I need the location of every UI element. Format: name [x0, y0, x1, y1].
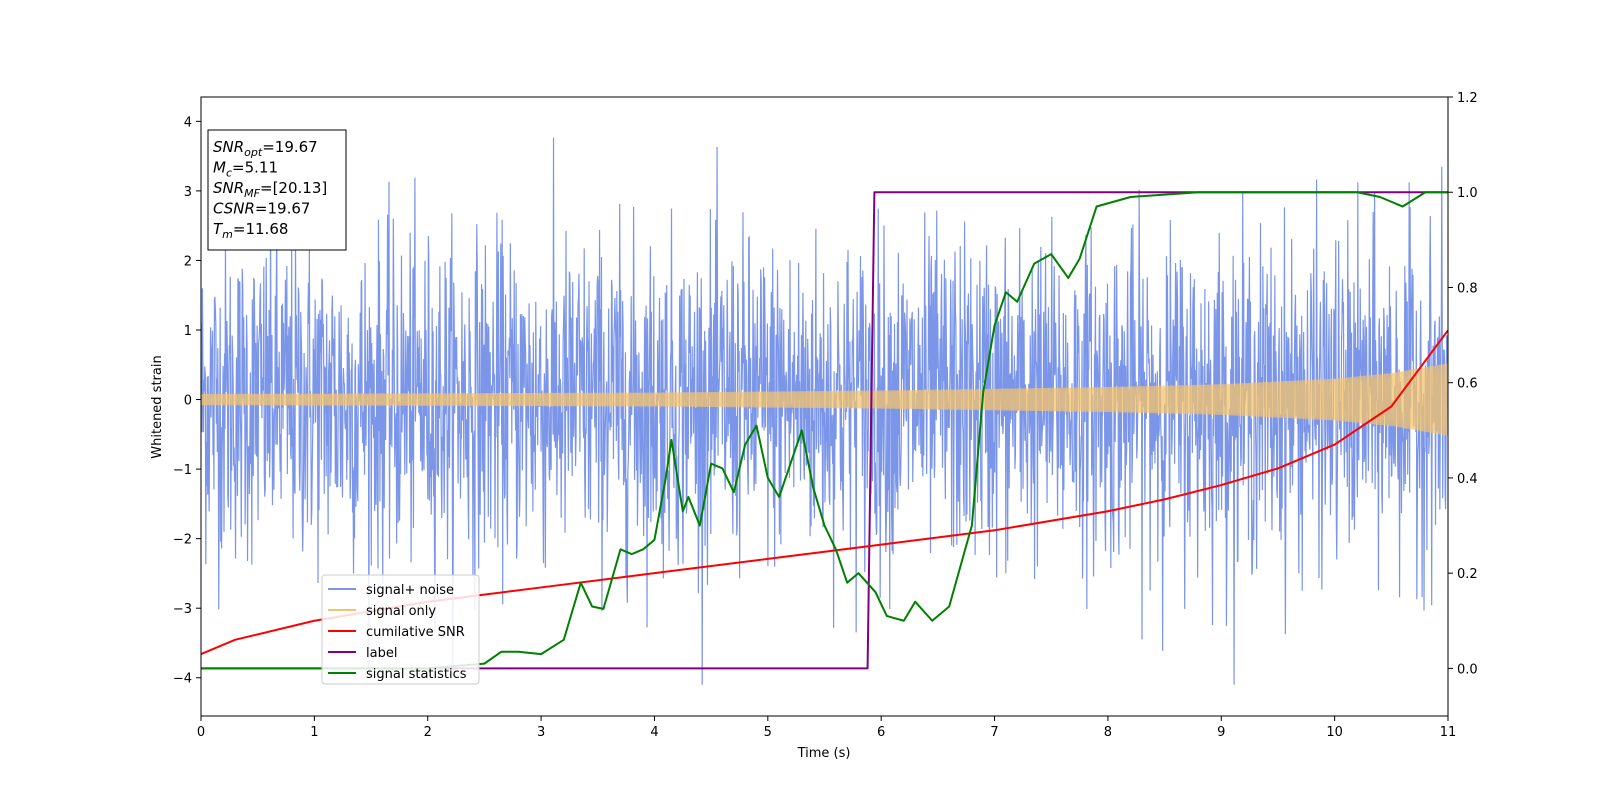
series-label-line: [201, 191, 1448, 670]
y2-tick-label: 1.0: [1457, 186, 1478, 201]
x-tick-label: 4: [650, 725, 658, 740]
legend-label: signal only: [366, 604, 436, 619]
x-tick-label: 1: [310, 725, 318, 740]
stats-line: SNRMF=[20.13]: [213, 179, 327, 200]
stats-box: SNRopt=19.67Mc=5.11SNRMF=[20.13]CSNR=19.…: [207, 129, 347, 251]
legend-label: signal+ noise: [366, 583, 454, 598]
stats-line: SNRopt=19.67: [213, 138, 318, 159]
x-axis-title: Time (s): [797, 746, 851, 761]
plot-frame: [200, 96, 1449, 717]
legend-label: label: [366, 646, 397, 661]
y-tick-label: 4: [184, 115, 192, 130]
x-tick-label: 8: [1104, 725, 1112, 740]
series-signal-statistics-line: [201, 191, 1448, 670]
y2-tick-label: 0.8: [1457, 281, 1478, 296]
y2-tick-label: 0.4: [1457, 472, 1478, 487]
y-axis-title: Whitened strain: [150, 355, 165, 458]
y-tick-label: 3: [184, 185, 192, 200]
legend-label: cumilative SNR: [366, 625, 465, 640]
legend: signal+ noise signal only cumilative SNR la…: [321, 574, 480, 685]
y2-tick-label: 0.6: [1457, 377, 1478, 392]
stats-line: Tm=11.68: [213, 220, 288, 241]
stats-line: CSNR=19.67: [213, 200, 310, 218]
y-tick-label: 0: [184, 394, 192, 409]
x-tick-label: 6: [877, 725, 885, 740]
y-tick-label: −3: [173, 602, 192, 617]
y-tick-label: −1: [173, 463, 192, 478]
y-tick-label: 2: [184, 254, 192, 269]
y-tick-label: −4: [173, 672, 192, 687]
x-tick-label: 11: [1440, 725, 1457, 740]
legend-frame: [321, 574, 480, 685]
x-tick-label: 3: [537, 725, 545, 740]
legend-label: signal statistics: [366, 667, 467, 682]
x-tick-label: 10: [1326, 725, 1343, 740]
y2-tick-label: 0.0: [1457, 662, 1478, 677]
x-tick-label: 9: [1217, 725, 1225, 740]
y2-tick-label: 0.2: [1457, 567, 1478, 582]
stats-line: Mc=5.11: [213, 159, 278, 180]
y-tick-label: 1: [184, 324, 192, 339]
series-signal-only-line: [201, 363, 1448, 436]
x-tick-label: 0: [197, 725, 205, 740]
series-signal-noise-line: [201, 137, 1448, 685]
y-tick-label: −2: [173, 533, 192, 548]
axes: 0 1 2 3 4 5 6 7 8 9 10 1143210−1−2−3−40.00.20.40.60…: [173, 91, 1478, 740]
stats-box-frame: [207, 129, 347, 251]
x-tick-label: 5: [764, 725, 772, 740]
x-tick-label: 2: [424, 725, 432, 740]
y2-tick-label: 1.2: [1457, 91, 1478, 106]
x-tick-label: 7: [990, 725, 998, 740]
